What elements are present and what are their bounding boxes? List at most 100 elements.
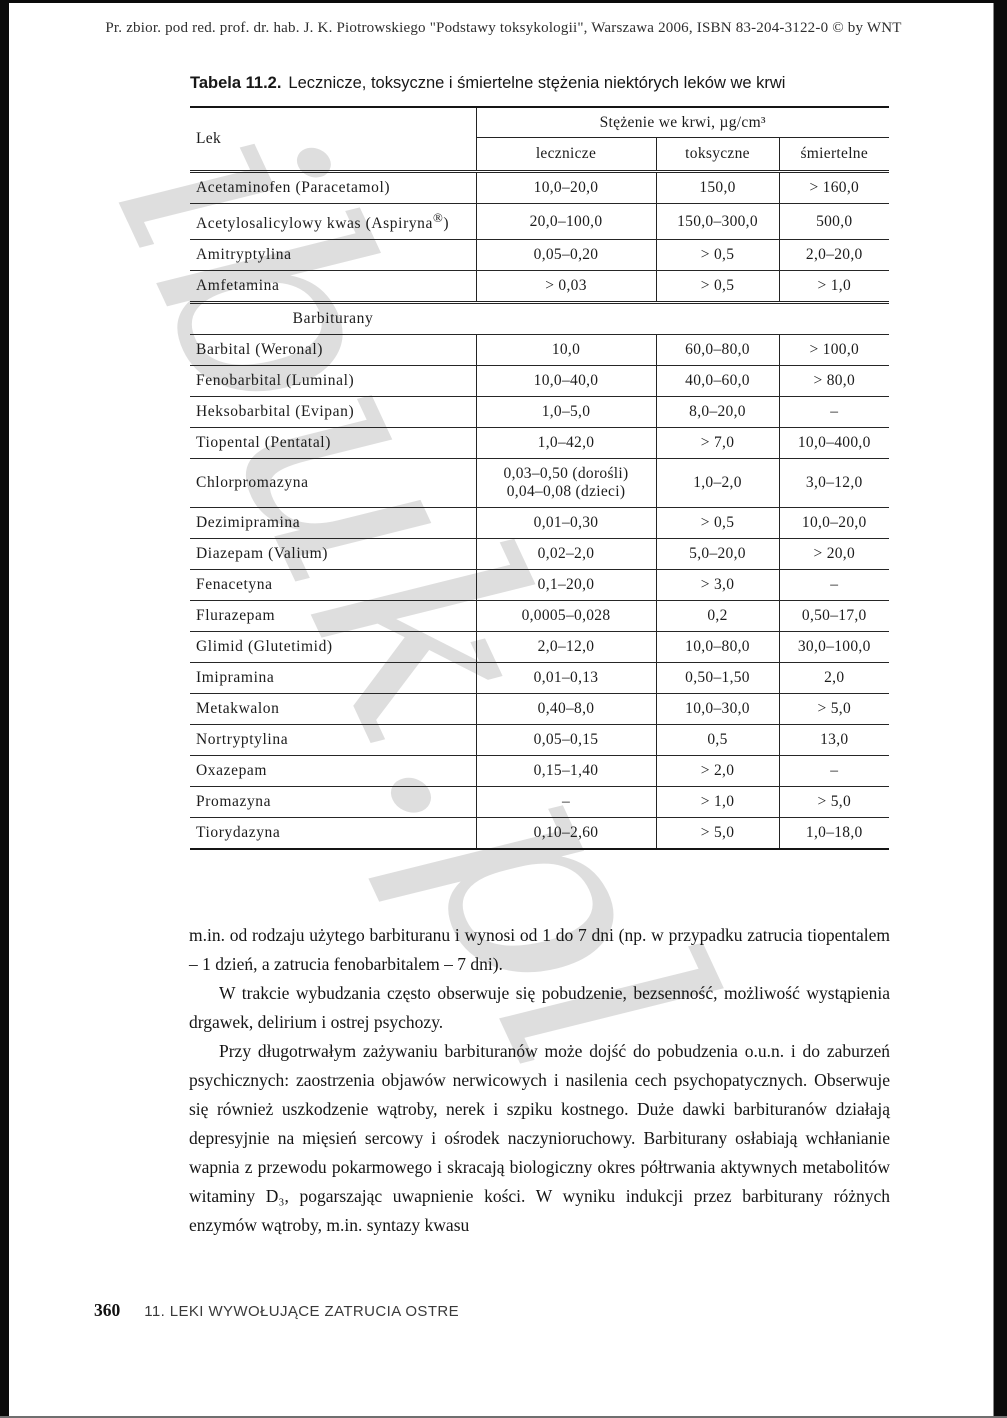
drug-name-cell: Tiorydazyna xyxy=(190,817,477,850)
toxic-value-cell: > 2,0 xyxy=(655,755,779,788)
table-row: Flurazepam 0,0005–0,028 0,2 0,50–17,0 xyxy=(190,600,890,633)
drug-name-cell: Fenacetyna xyxy=(190,569,477,602)
header-credit: Pr. zbior. pod red. prof. dr. hab. J. K.… xyxy=(105,20,902,36)
lethal-value-cell: 13,0 xyxy=(778,724,890,757)
drug-name-cell: Flurazepam xyxy=(190,600,477,633)
toxic-value-cell: 0,50–1,50 xyxy=(655,662,779,695)
drug-name-cell: Acetylosalicylowy kwas (Aspiryna®) xyxy=(190,203,477,241)
drug-name-cell: Glimid (Glutetimid) xyxy=(190,631,477,664)
drug-name-cell: Chlorpromazyna xyxy=(190,458,477,509)
lethal-value-cell: 30,0–100,0 xyxy=(778,631,890,664)
table-caption: Tabela 11.2. Lecznicze, toksyczne i śmier… xyxy=(190,74,895,93)
table-row: Fenobarbital (Luminal) 10,0–40,0 40,0–60… xyxy=(190,365,890,398)
drug-name-cell: Diazepam (Valium) xyxy=(190,538,477,571)
lethal-value-cell: > 1,0 xyxy=(778,270,890,304)
drug-name-cell: Nortryptylina xyxy=(190,724,477,757)
therapeutic-value-cell: 0,15–1,40 xyxy=(476,755,656,788)
chapter-title: 11. LEKI WYWOŁUJĄCE ZATRUCIA OSTRE xyxy=(144,1303,460,1320)
body-paragraph: m.in. od rodzaju użytego barbituranu i w… xyxy=(189,925,890,974)
drug-name-cell: Promazyna xyxy=(190,786,477,819)
therapeutic-value-cell: 10,0–20,0 xyxy=(476,171,656,204)
scan-border-top xyxy=(0,0,1007,3)
toxic-value-cell: 0,2 xyxy=(655,600,779,633)
therapeutic-value-cell: 0,05–0,20 xyxy=(476,239,656,272)
therapeutic-value-cell: 1,0–42,0 xyxy=(476,427,656,460)
table-row: Fenacetyna 0,1–20,0 > 3,0 – xyxy=(190,569,890,602)
toxic-value-cell: > 1,0 xyxy=(655,786,779,819)
therapeutic-value-cell: 0,01–0,13 xyxy=(476,662,656,695)
page-number: 360 xyxy=(94,1300,121,1320)
table-row: Dezimipramina 0,01–0,30 > 0,5 10,0–20,0 xyxy=(190,507,890,540)
therapeutic-value-cell: 0,03–0,50 (dorośli) 0,04–0,08 (dzieci) xyxy=(476,458,656,509)
lethal-value-cell: 1,0–18,0 xyxy=(778,817,890,850)
toxic-value-cell: 150,0–300,0 xyxy=(655,203,779,241)
lethal-value-cell: > 80,0 xyxy=(778,365,890,398)
toxic-value-cell: > 3,0 xyxy=(655,569,779,602)
lethal-value-cell: 500,0 xyxy=(778,203,890,241)
drug-name-cell: Amitryptylina xyxy=(190,239,477,272)
toxic-value-cell: 150,0 xyxy=(655,171,779,204)
therapeutic-value-cell: – xyxy=(476,786,656,819)
toxic-value-cell: 5,0–20,0 xyxy=(655,538,779,571)
therapeutic-value-cell: 1,0–5,0 xyxy=(476,396,656,429)
drug-name-cell: Heksobarbital (Evipan) xyxy=(190,396,477,429)
lethal-value-cell: > 100,0 xyxy=(778,334,890,367)
drug-name-cell: Dezimipramina xyxy=(190,507,477,540)
table-row: Barbital (Weronal) 10,0 60,0–80,0 > 100,… xyxy=(190,334,890,367)
column-header-therapeutic: lecznicze xyxy=(476,137,656,173)
therapeutic-value-cell: 0,05–0,15 xyxy=(476,724,656,757)
table-caption-text: Lecznicze, toksyczne i śmiertelne stężen… xyxy=(288,74,786,92)
toxic-value-cell: > 0,5 xyxy=(655,239,779,272)
lethal-value-cell: > 20,0 xyxy=(778,538,890,571)
lethal-value-cell: 2,0–20,0 xyxy=(778,239,890,272)
drug-table-body: Acetaminofen (Paracetamol) 10,0–20,0 150… xyxy=(190,171,890,850)
table-row: Imipramina 0,01–0,13 0,50–1,50 2,0 xyxy=(190,662,890,695)
table-row: Promazyna – > 1,0 > 5,0 xyxy=(190,786,890,819)
section-label: Barbiturany xyxy=(292,310,374,328)
section-cell: Barbiturany xyxy=(190,301,890,336)
therapeutic-value-cell: 0,10–2,60 xyxy=(476,817,656,850)
toxic-value-cell: 10,0–80,0 xyxy=(655,631,779,664)
lethal-value-cell: – xyxy=(778,396,890,429)
table-row: Acetylosalicylowy kwas (Aspiryna®) 20,0–… xyxy=(190,203,890,241)
scan-border-right xyxy=(993,0,1007,1418)
table-row: Tiorydazyna 0,10–2,60 > 5,0 1,0–18,0 xyxy=(190,817,890,850)
column-header-toxic: toksyczne xyxy=(655,137,779,173)
therapeutic-value-cell: 0,01–0,30 xyxy=(476,507,656,540)
lethal-value-cell: 10,0–20,0 xyxy=(778,507,890,540)
table-row: Chlorpromazyna 0,03–0,50 (dorośli) 0,04–… xyxy=(190,458,890,509)
lethal-value-cell: – xyxy=(778,569,890,602)
toxic-value-cell: 8,0–20,0 xyxy=(655,396,779,429)
drug-name-cell: Oxazepam xyxy=(190,755,477,788)
lethal-value-cell: 2,0 xyxy=(778,662,890,695)
therapeutic-value-cell: 10,0 xyxy=(476,334,656,367)
therapeutic-value-cell: 2,0–12,0 xyxy=(476,631,656,664)
therapeutic-value-cell: 0,40–8,0 xyxy=(476,693,656,726)
drug-table-header: Lek Stężenie we krwi, µg/cm³ lecznicze t… xyxy=(190,107,890,173)
lethal-value-cell: 3,0–12,0 xyxy=(778,458,890,509)
table-caption-label: Tabela 11.2. xyxy=(190,74,282,92)
toxic-value-cell: 10,0–30,0 xyxy=(655,693,779,726)
table-row: Acetaminofen (Paracetamol) 10,0–20,0 150… xyxy=(190,171,890,204)
column-header-lethal: śmiertelne xyxy=(778,137,890,173)
toxic-value-cell: 60,0–80,0 xyxy=(655,334,779,367)
toxic-value-cell: > 0,5 xyxy=(655,270,779,304)
lethal-value-cell: > 5,0 xyxy=(778,693,890,726)
table-header-row-group: Lek Stężenie we krwi, µg/cm³ xyxy=(190,107,890,173)
toxic-value-cell: > 5,0 xyxy=(655,817,779,850)
scan-border-left xyxy=(0,0,9,1418)
toxic-value-cell: 40,0–60,0 xyxy=(655,365,779,398)
drug-name-cell: Amfetamina xyxy=(190,270,477,304)
therapeutic-value-cell: 0,0005–0,028 xyxy=(476,600,656,633)
column-header-concentration-group: Stężenie we krwi, µg/cm³ xyxy=(476,107,890,138)
toxic-value-cell: > 7,0 xyxy=(655,427,779,460)
table-row: Tiopental (Pentatal) 1,0–42,0 > 7,0 10,0… xyxy=(190,427,890,460)
drug-concentration-table: Lek Stężenie we krwi, µg/cm³ lecznicze t… xyxy=(190,106,890,851)
table-row: Metakwalon 0,40–8,0 10,0–30,0 > 5,0 xyxy=(190,693,890,726)
table-row: Diazepam (Valium) 0,02–2,0 5,0–20,0 > 20… xyxy=(190,538,890,571)
body-text: m.in. od rodzaju użytego barbituranu i w… xyxy=(189,921,890,1240)
lethal-value-cell: > 160,0 xyxy=(778,171,890,204)
therapeutic-value-cell: 0,02–2,0 xyxy=(476,538,656,571)
toxic-value-cell: > 0,5 xyxy=(655,507,779,540)
